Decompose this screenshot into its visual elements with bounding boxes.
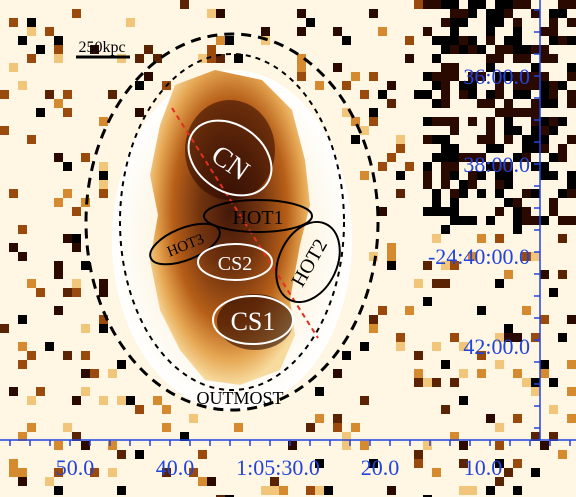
ra-label-20: 20.0	[361, 455, 400, 480]
outmost-inner-ellipse	[119, 53, 345, 391]
region-cs1-ellipse	[212, 295, 294, 345]
outmost-outer-ellipse	[84, 32, 380, 412]
dec-label-36: 36:00.0	[463, 64, 530, 89]
scale-bar-label: 250kpc	[78, 39, 125, 56]
coordinate-axes	[0, 0, 576, 446]
region-cs2-label: CS2	[218, 253, 252, 275]
region-hot2-ellipse	[275, 221, 341, 303]
region-cs1-label: CS1	[231, 307, 276, 336]
dec-label-40: -24:40:00.0	[428, 244, 530, 269]
dec-label-38: 38:00.0	[463, 152, 530, 177]
ra-label-50: 50.0	[56, 455, 95, 480]
region-outmost-label: OUTMOST	[196, 388, 283, 408]
ra-label-40: 40.0	[156, 455, 195, 480]
region-hot1-ellipse	[203, 199, 313, 233]
region-cs2-ellipse	[197, 243, 273, 281]
region-cn-ellipse	[187, 119, 273, 197]
ra-label-10: 10.0	[464, 455, 503, 480]
region-hot3-ellipse	[149, 222, 221, 266]
ra-label-1053: 1:05:30.0	[236, 455, 320, 480]
dec-label-42: 42:00.0	[463, 334, 530, 359]
region-hot1-label: HOT1	[232, 207, 283, 229]
shock-front-line	[171, 107, 319, 339]
